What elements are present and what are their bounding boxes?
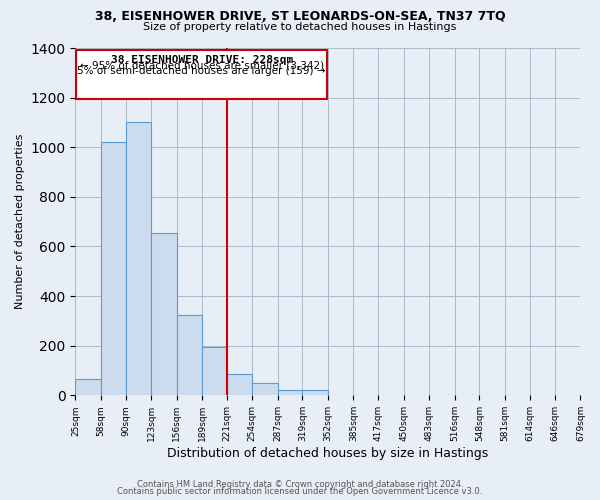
FancyBboxPatch shape bbox=[76, 50, 327, 99]
Text: 5% of semi-detached houses are larger (159) →: 5% of semi-detached houses are larger (1… bbox=[77, 66, 326, 76]
Bar bbox=[252, 383, 278, 396]
Bar bbox=[76, 379, 101, 396]
Bar bbox=[202, 347, 227, 396]
Bar bbox=[227, 374, 252, 396]
Text: Size of property relative to detached houses in Hastings: Size of property relative to detached ho… bbox=[143, 22, 457, 32]
Text: 38 EISENHOWER DRIVE: 228sqm: 38 EISENHOWER DRIVE: 228sqm bbox=[110, 55, 293, 65]
Bar bbox=[302, 390, 328, 396]
Y-axis label: Number of detached properties: Number of detached properties bbox=[15, 134, 25, 310]
Bar bbox=[176, 314, 202, 396]
Bar bbox=[101, 142, 125, 396]
Text: ← 95% of detached houses are smaller (3,342): ← 95% of detached houses are smaller (3,… bbox=[80, 61, 324, 71]
Bar bbox=[151, 233, 176, 396]
Text: Contains HM Land Registry data © Crown copyright and database right 2024.: Contains HM Land Registry data © Crown c… bbox=[137, 480, 463, 489]
Bar bbox=[278, 390, 302, 396]
Bar bbox=[125, 122, 151, 396]
Text: Contains public sector information licensed under the Open Government Licence v3: Contains public sector information licen… bbox=[118, 487, 482, 496]
Text: 38, EISENHOWER DRIVE, ST LEONARDS-ON-SEA, TN37 7TQ: 38, EISENHOWER DRIVE, ST LEONARDS-ON-SEA… bbox=[95, 10, 505, 23]
X-axis label: Distribution of detached houses by size in Hastings: Distribution of detached houses by size … bbox=[167, 447, 488, 460]
